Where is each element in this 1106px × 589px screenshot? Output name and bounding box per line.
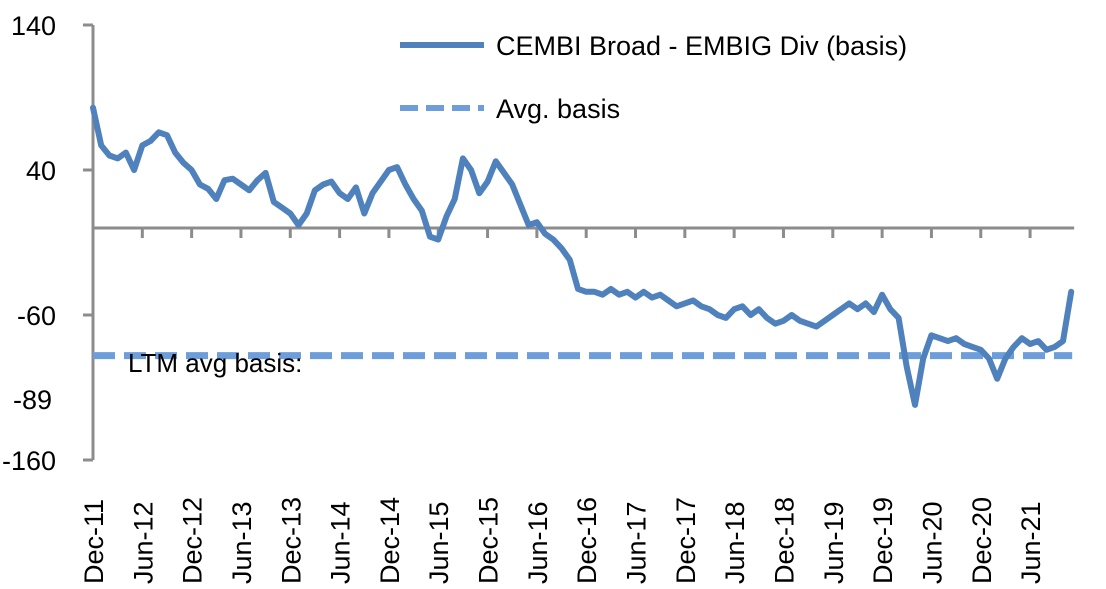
legend-label-avg: Avg. basis [496,94,620,124]
axes [91,25,1075,460]
x-tick-label: Jun-17 [622,501,652,584]
x-tick-label: Dec-13 [276,497,306,584]
series-layer [90,104,1075,408]
y-tick-label: 40 [26,156,56,186]
x-axis-ticks: Dec-11 Jun-12 Dec-12 Jun-13 Dec-13 Jun-14 Dec-… [79,228,1046,584]
x-tick-label: Jun-20 [917,501,947,584]
x-tick-label: Jun-13 [227,501,257,584]
legend: CEMBI Broad - EMBIG Div (basis) Avg. bas… [400,31,907,124]
y-tick-label: -160 [2,446,56,476]
x-tick-label: Dec-18 [769,497,799,584]
x-tick-label: Dec-15 [474,497,504,584]
x-tick-label: Dec-14 [375,497,405,584]
y-axis-ticks: 140 40 -60 -160 [2,11,93,476]
x-tick-label: Jun-14 [326,501,356,584]
y-tick-label: 140 [11,11,56,41]
legend-label-series: CEMBI Broad - EMBIG Div (basis) [496,31,907,61]
x-tick-label: Dec-11 [79,499,109,584]
x-tick-label: Dec-16 [572,497,602,584]
x-tick-label: Jun-18 [720,501,750,584]
x-tick-label: Dec-19 [868,497,898,584]
basis-series-line [90,104,1075,408]
y-tick-label: -60 [17,301,56,331]
x-tick-label: Jun-21 [1016,501,1046,584]
ltm-avg-annotation: LTM avg basis: [128,348,302,378]
x-tick-label: Jun-12 [128,501,158,584]
x-tick-label: Dec-12 [178,497,208,584]
x-tick-label: Dec-17 [671,497,701,584]
x-tick-label: Jun-15 [424,501,454,584]
x-tick-label: Jun-16 [523,501,553,584]
x-tick-label: Jun-19 [819,501,849,584]
x-tick-label: Dec-20 [967,497,997,584]
y-extra-label: -89 [13,385,52,415]
